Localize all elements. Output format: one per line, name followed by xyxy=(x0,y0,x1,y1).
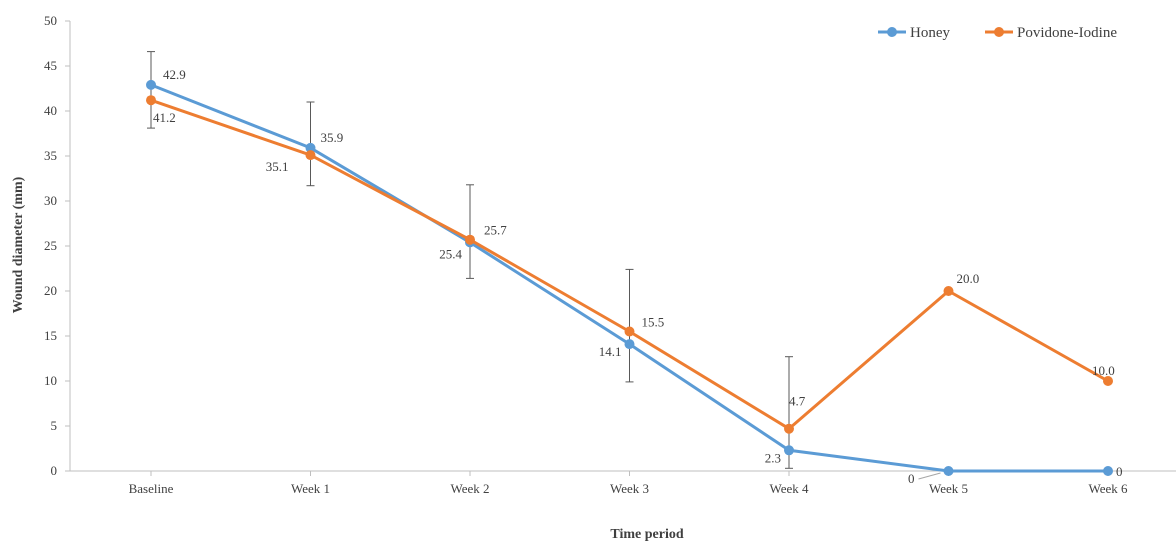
data-point-povidone-iodine xyxy=(465,234,475,245)
y-tick-label: 25 xyxy=(44,238,57,253)
y-tick-label: 45 xyxy=(44,58,57,73)
data-point-povidone-iodine xyxy=(1103,376,1113,386)
data-point-honey xyxy=(1103,466,1113,476)
x-axis-title: Time period xyxy=(610,527,683,541)
data-label: 14.1 xyxy=(599,344,622,359)
y-axis-title: Wound diameter (mm) xyxy=(11,176,26,313)
data-label: 41.2 xyxy=(153,110,176,125)
data-label: 35.1 xyxy=(266,159,289,174)
y-tick-label: 0 xyxy=(51,463,58,478)
y-tick-label: 15 xyxy=(44,328,57,343)
x-tick-label: Week 3 xyxy=(610,481,649,496)
y-tick-label: 20 xyxy=(44,283,57,298)
x-tick-label: Week 1 xyxy=(291,481,330,496)
data-label: 25.4 xyxy=(439,246,462,261)
data-label-leader xyxy=(918,472,941,480)
data-label: 25.7 xyxy=(484,223,507,238)
data-label: 0 xyxy=(908,471,915,486)
y-tick-label: 40 xyxy=(44,103,57,118)
legend-label-povidone-iodine: Povidone-Iodine xyxy=(1017,25,1117,41)
x-tick-label: Week 4 xyxy=(769,481,809,496)
data-label: 35.9 xyxy=(321,130,344,145)
legend-marker-povidone-iodine xyxy=(994,27,1004,37)
data-point-honey xyxy=(624,339,635,350)
x-tick-label: Baseline xyxy=(129,481,174,496)
data-point-povidone-iodine xyxy=(784,423,794,434)
x-tick-label: Week 5 xyxy=(929,481,968,496)
y-tick-label: 35 xyxy=(44,148,57,163)
data-label: 42.9 xyxy=(163,67,186,82)
y-tick-label: 30 xyxy=(44,193,57,208)
series-layer xyxy=(146,79,1113,476)
data-point-povidone-iodine xyxy=(943,286,954,296)
x-tick-label: Week 2 xyxy=(450,481,489,496)
legend-label-honey: Honey xyxy=(910,25,950,41)
data-label: 2.3 xyxy=(765,450,781,465)
data-point-povidone-iodine xyxy=(305,150,316,161)
data-label: 10.0 xyxy=(1092,363,1115,378)
legend-marker-honey xyxy=(887,27,897,37)
y-tick-label: 10 xyxy=(44,373,57,388)
data-label: 15.5 xyxy=(642,315,665,330)
data-point-povidone-iodine xyxy=(146,95,156,106)
data-label: 0 xyxy=(1116,464,1123,479)
x-tick-label: Week 6 xyxy=(1088,481,1128,496)
data-point-honey xyxy=(784,445,794,456)
data-point-honey xyxy=(943,466,954,476)
legend: Honey Povidone-Iodine xyxy=(878,25,1117,41)
data-label: 4.7 xyxy=(789,394,806,409)
axes: 0 5 10 15 20 25 30 35 40 45 50 Baseline Week 1 Week 2… xyxy=(44,13,1176,496)
data-point-honey xyxy=(305,142,316,153)
error-bars xyxy=(147,51,793,469)
data-labels: 42.9 35.9 25.4 14.1 2.3 0 0 41.2 35.1 25.7 15.5 4.7… xyxy=(153,67,1123,486)
data-point-honey xyxy=(146,79,156,90)
y-tick-label: 5 xyxy=(51,418,58,433)
data-point-povidone-iodine xyxy=(624,326,635,337)
y-tick-label: 50 xyxy=(44,13,57,28)
data-label: 20.0 xyxy=(957,271,980,286)
